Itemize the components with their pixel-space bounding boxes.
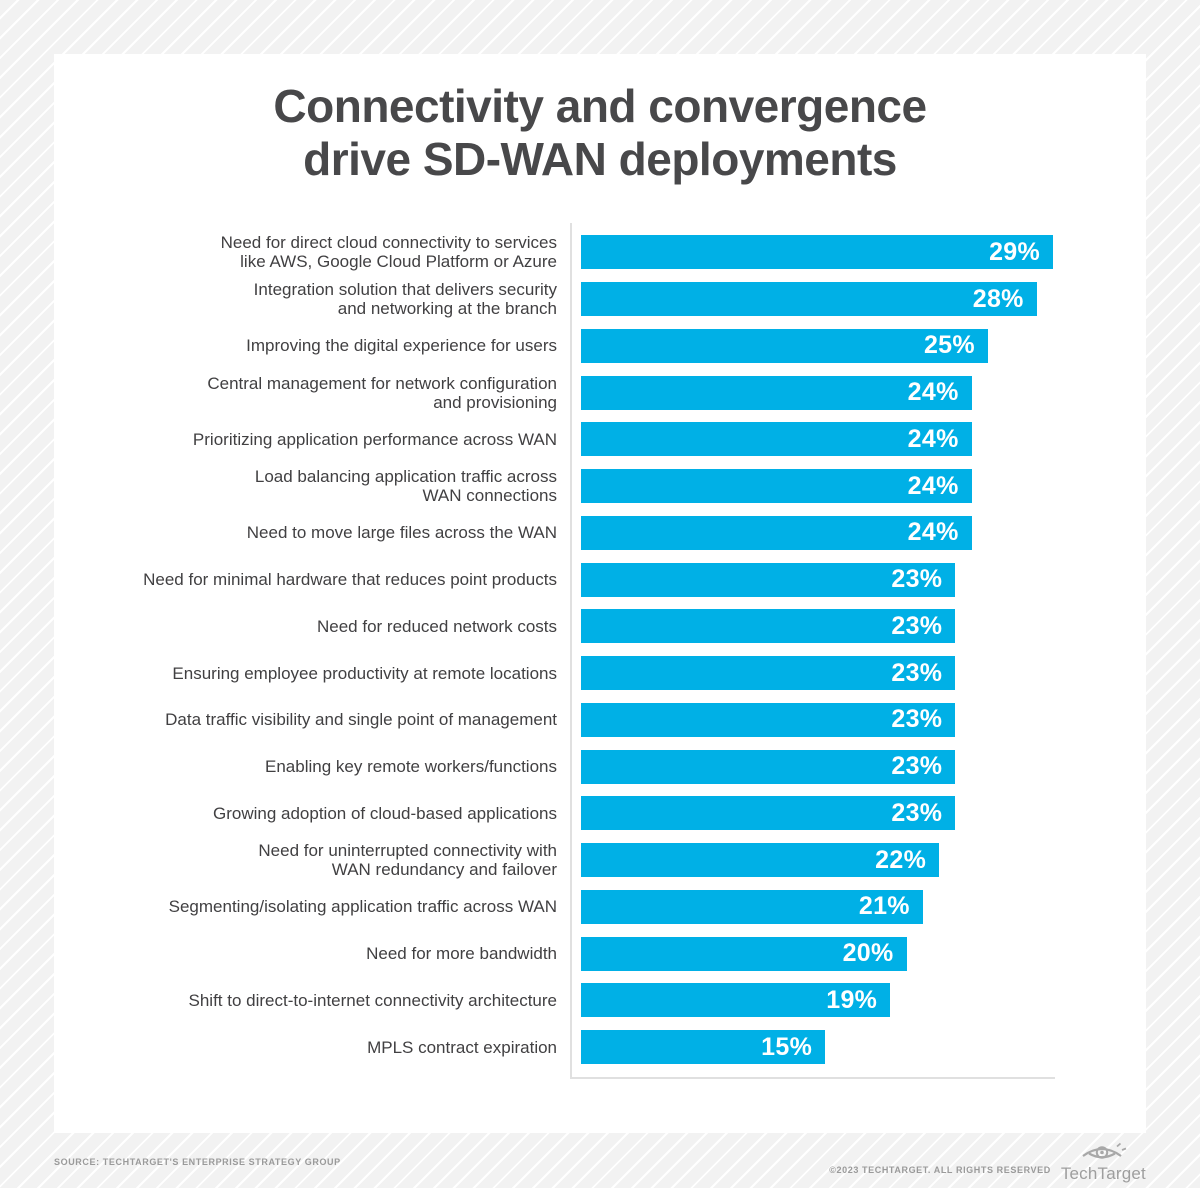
value-bar: 21%: [581, 889, 923, 924]
bar-row: Prioritizing application performance acr…: [54, 416, 1146, 463]
chart-title: Connectivity and convergence drive SD-WA…: [273, 80, 927, 185]
value-bar: 25%: [581, 328, 988, 363]
bar-row: Need for direct cloud connectivity to se…: [54, 229, 1146, 276]
bar-row: Shift to direct-to-internet connectivity…: [54, 977, 1146, 1024]
bar-row: Need for minimal hardware that reduces p…: [54, 556, 1146, 603]
logo-text: TechTarget: [1060, 1164, 1146, 1183]
techtarget-logo: TechTarget: [1061, 1140, 1146, 1184]
value-label: 23%: [891, 565, 943, 594]
category-label: Central management for network configura…: [207, 373, 557, 412]
value-label: 23%: [891, 752, 943, 781]
chart-rows: Need for direct cloud connectivity to se…: [54, 229, 1146, 1071]
bar-row: Need for uninterrupted connectivity with…: [54, 837, 1146, 884]
bar-row: Growing adoption of cloud-based applicat…: [54, 790, 1146, 837]
category-label: Need to move large files across the WAN: [246, 523, 557, 543]
value-bar: 23%: [581, 609, 956, 644]
bar-row: MPLS contract expiration 15%: [54, 1024, 1146, 1071]
value-label: 23%: [891, 705, 943, 734]
value-label: 25%: [923, 331, 975, 360]
value-bar: 24%: [581, 469, 972, 504]
footer-right: ©2023 TECHTARGET. ALL RIGHTS RESERVED Te…: [829, 1140, 1146, 1184]
value-bar: 24%: [581, 422, 972, 457]
bar-row: Enabling key remote workers/functions 23…: [54, 743, 1146, 790]
value-label: 20%: [842, 939, 894, 968]
value-bar: 23%: [581, 749, 956, 784]
value-bar: 15%: [581, 1030, 826, 1065]
bar-row: Need to move large files across the WAN …: [54, 510, 1146, 557]
bar-row: Improving the digital experience for use…: [54, 323, 1146, 370]
bar-row: Need for more bandwidth 20%: [54, 930, 1146, 977]
value-bar: 22%: [581, 843, 940, 878]
value-bar: 24%: [581, 375, 972, 410]
value-bar: 20%: [581, 936, 907, 971]
category-label: MPLS contract expiration: [367, 1037, 557, 1057]
copyright-text: ©2023 TECHTARGET. ALL RIGHTS RESERVED: [829, 1165, 1051, 1175]
value-label: 23%: [891, 658, 943, 687]
bar-row: Segmenting/isolating application traffic…: [54, 884, 1146, 931]
value-label: 23%: [891, 798, 943, 827]
bar-row: Integration solution that delivers secur…: [54, 276, 1146, 323]
category-label: Shift to direct-to-internet connectivity…: [188, 990, 558, 1010]
bar-row: Load balancing application traffic acros…: [54, 463, 1146, 510]
category-label: Integration solution that delivers secur…: [253, 280, 557, 319]
value-label: 24%: [907, 471, 959, 500]
value-label: 19%: [826, 985, 878, 1014]
bar-row: Need for reduced network costs 23%: [54, 603, 1146, 650]
category-label: Segmenting/isolating application traffic…: [168, 897, 557, 917]
category-label: Need for uninterrupted connectivity with…: [258, 841, 557, 880]
value-bar: 28%: [581, 282, 1037, 317]
value-label: 24%: [907, 424, 959, 453]
value-label: 21%: [858, 892, 910, 921]
value-bar: 23%: [581, 656, 956, 691]
value-bar: 29%: [581, 235, 1053, 270]
bar-row: Ensuring employee productivity at remote…: [54, 650, 1146, 697]
value-bar: 23%: [581, 702, 956, 737]
value-bar: 19%: [581, 983, 891, 1018]
value-bar: 23%: [581, 562, 956, 597]
y-axis-line: [570, 223, 572, 1079]
category-label: Data traffic visibility and single point…: [165, 710, 557, 730]
category-label: Ensuring employee productivity at remote…: [172, 663, 557, 683]
value-label: 15%: [761, 1032, 813, 1061]
category-label: Prioritizing application performance acr…: [192, 429, 557, 449]
chart-card: Connectivity and convergence drive SD-WA…: [54, 54, 1146, 1133]
category-label: Need for minimal hardware that reduces p…: [143, 570, 557, 590]
source-attribution: SOURCE: TECHTARGET'S ENTERPRISE STRATEGY…: [54, 1157, 341, 1167]
category-label: Enabling key remote workers/functions: [265, 757, 557, 777]
eye-icon: [1079, 1140, 1127, 1167]
category-label: Growing adoption of cloud-based applicat…: [212, 803, 557, 823]
value-label: 28%: [972, 284, 1024, 313]
category-label: Load balancing application traffic acros…: [254, 467, 557, 506]
bar-chart: Need for direct cloud connectivity to se…: [54, 223, 1146, 1079]
bar-row: Data traffic visibility and single point…: [54, 697, 1146, 744]
value-label: 24%: [907, 518, 959, 547]
category-label: Improving the digital experience for use…: [246, 336, 557, 356]
value-label: 24%: [907, 378, 959, 407]
bar-row: Central management for network configura…: [54, 369, 1146, 416]
value-label: 29%: [989, 237, 1040, 266]
category-label: Need for reduced network costs: [316, 616, 557, 636]
category-label: Need for direct cloud connectivity to se…: [220, 233, 557, 272]
value-label: 23%: [891, 611, 943, 640]
value-label: 22%: [875, 845, 927, 874]
x-axis-line: [570, 1077, 1055, 1079]
value-bar: 24%: [581, 515, 972, 550]
category-label: Need for more bandwidth: [366, 944, 557, 964]
value-bar: 23%: [581, 796, 956, 831]
